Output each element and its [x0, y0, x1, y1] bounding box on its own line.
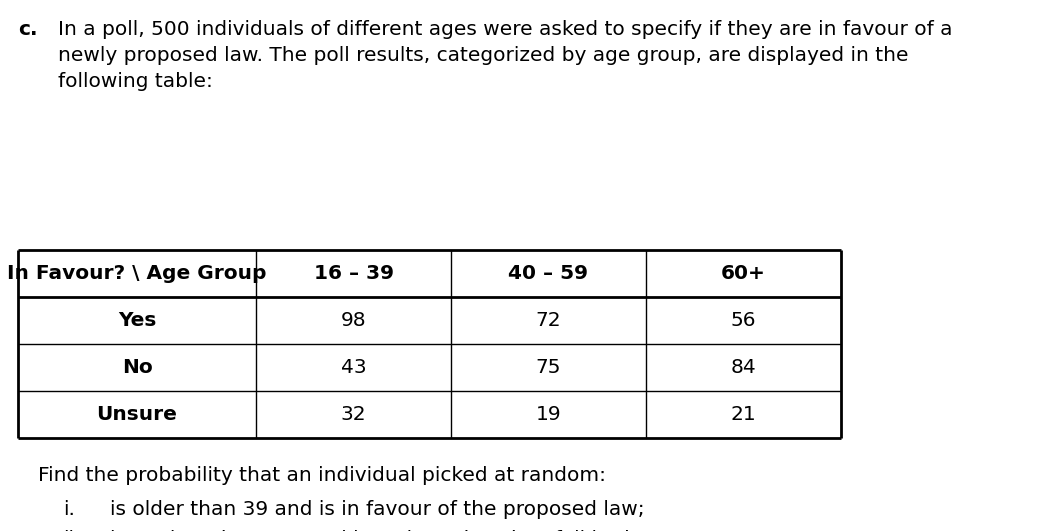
- Text: In Favour? \ Age Group: In Favour? \ Age Group: [7, 264, 267, 283]
- Text: c.: c.: [18, 20, 37, 39]
- Text: 60+: 60+: [721, 264, 766, 283]
- Text: ii.: ii.: [63, 530, 80, 531]
- Text: 75: 75: [536, 358, 562, 377]
- Text: Find the probability that an individual picked at random:: Find the probability that an individual …: [38, 466, 606, 485]
- Text: Unsure: Unsure: [97, 405, 177, 424]
- Text: 72: 72: [536, 311, 562, 330]
- Text: 40 – 59: 40 – 59: [509, 264, 589, 283]
- Text: following table:: following table:: [58, 72, 213, 91]
- Text: is older than 39 and is in favour of the proposed law;: is older than 39 and is in favour of the…: [110, 500, 645, 519]
- Text: is against the proposed law given that they fall in the age group 40-59;: is against the proposed law given that t…: [110, 530, 830, 531]
- Text: 56: 56: [731, 311, 757, 330]
- Text: 84: 84: [731, 358, 757, 377]
- Text: 98: 98: [340, 311, 366, 330]
- Text: No: No: [121, 358, 153, 377]
- Text: newly proposed law. The poll results, categorized by age group, are displayed in: newly proposed law. The poll results, ca…: [58, 46, 908, 65]
- Text: 19: 19: [536, 405, 562, 424]
- Text: 43: 43: [340, 358, 366, 377]
- Text: i.: i.: [63, 500, 75, 519]
- Text: Yes: Yes: [117, 311, 156, 330]
- Text: In a poll, 500 individuals of different ages were asked to specify if they are i: In a poll, 500 individuals of different …: [58, 20, 953, 39]
- Text: 32: 32: [340, 405, 366, 424]
- Text: 21: 21: [731, 405, 757, 424]
- Text: 16 – 39: 16 – 39: [313, 264, 393, 283]
